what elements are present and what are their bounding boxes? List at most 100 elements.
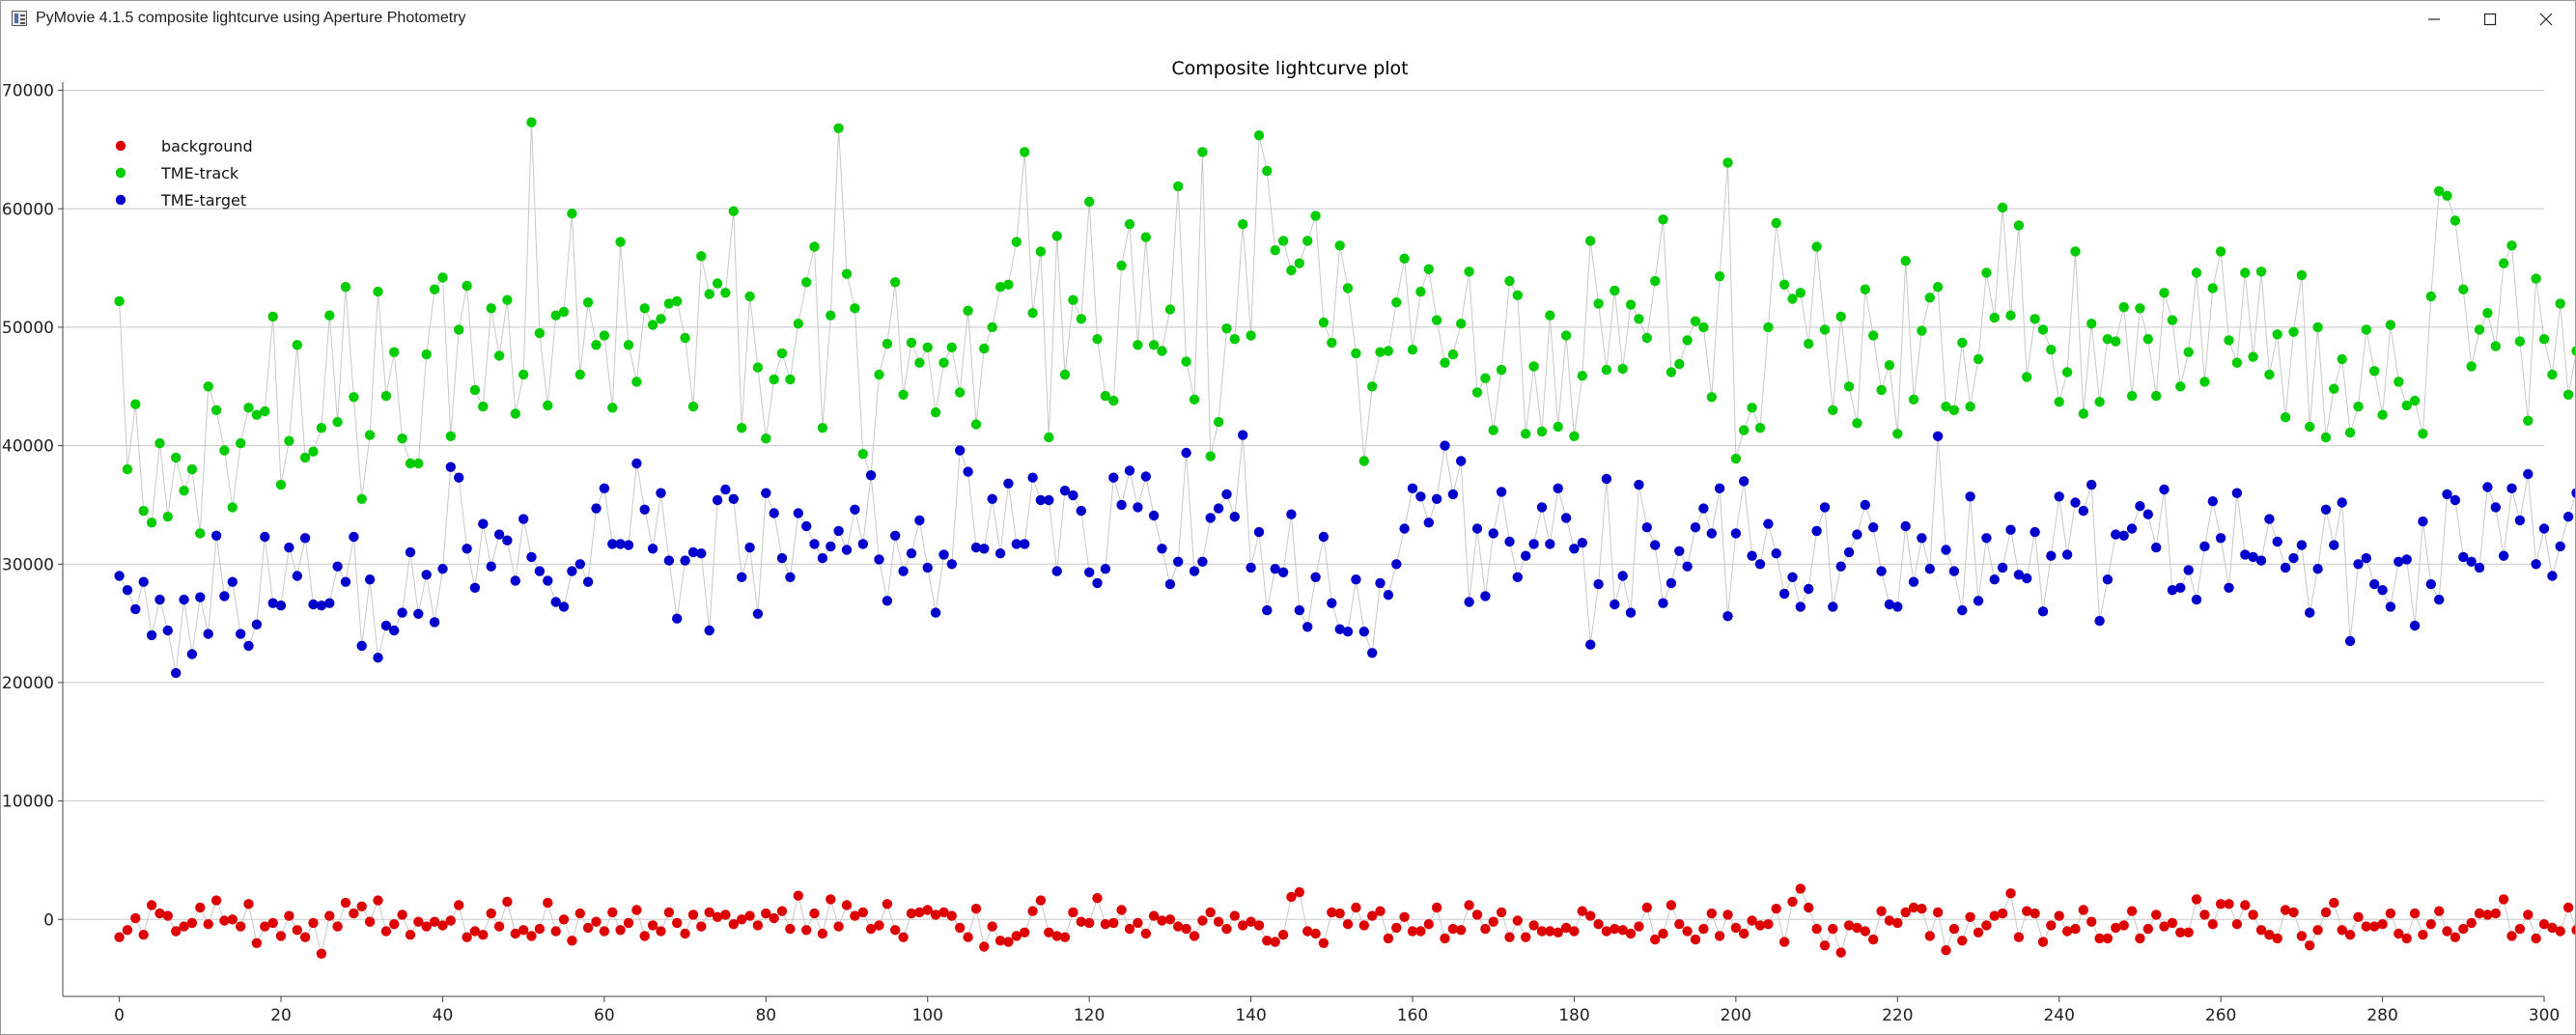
- TME-target-point: [1140, 471, 1152, 482]
- TME-track-point: [1795, 288, 1806, 298]
- background-point: [349, 908, 359, 919]
- TME-target-point: [469, 582, 481, 593]
- TME-track-point: [607, 403, 618, 413]
- maximize-button[interactable]: [2463, 1, 2517, 38]
- background-point: [1981, 920, 1992, 931]
- TME-track-point: [130, 399, 141, 409]
- background-point: [2353, 911, 2364, 922]
- TME-track-point: [1778, 279, 1790, 290]
- TME-target-point: [1593, 578, 1604, 590]
- TME-target-point: [2458, 551, 2469, 563]
- TME-target-point: [534, 566, 546, 576]
- background-point: [1545, 926, 1555, 937]
- axes: 0 10000 20000 30000 40000 50000 60000 70000 0 20 4…: [2, 82, 2560, 1025]
- background-point: [1133, 917, 1143, 929]
- background-point: [138, 930, 149, 940]
- background-point: [2207, 919, 2218, 930]
- TME-target-point: [1666, 577, 1677, 589]
- TME-track-point: [1140, 232, 1152, 242]
- TME-target-point: [2199, 541, 2210, 552]
- x-tick-label: 120: [1074, 1006, 1105, 1025]
- TME-target-point: [2312, 564, 2323, 574]
- TME-target-point: [454, 472, 464, 483]
- TME-target-point: [2061, 549, 2073, 560]
- TME-target-point: [833, 525, 844, 537]
- background-point: [1795, 883, 1806, 894]
- TME-target-point: [696, 548, 707, 559]
- TME-target-point: [599, 483, 610, 493]
- TME-track-point: [994, 282, 1006, 293]
- TME-target-point: [1044, 494, 1054, 506]
- TME-track-point: [2102, 334, 2114, 345]
- background-point: [154, 908, 165, 919]
- background-point: [2555, 926, 2565, 937]
- TME-target-point: [558, 601, 570, 612]
- TME-target-point: [2126, 523, 2138, 534]
- TME-track-point: [195, 528, 206, 539]
- TME-track-point: [2135, 303, 2145, 314]
- background-point: [979, 941, 990, 952]
- TME-target-point: [2013, 570, 2025, 580]
- lightcurve-plot[interactable]: Composite lightcurve plot 0 10000 20000 300…: [1, 38, 2575, 1032]
- TME-track-point: [599, 330, 610, 341]
- TME-target-point: [1213, 503, 1224, 514]
- TME-target-point: [1238, 430, 1248, 440]
- background-point: [1585, 910, 1596, 921]
- TME-target-point: [2555, 541, 2565, 552]
- TME-target-point: [1585, 639, 1596, 650]
- background-point: [1310, 928, 1321, 939]
- TME-target-point: [955, 445, 966, 456]
- TME-track-point: [1948, 405, 1960, 415]
- TME-track-point: [510, 408, 520, 419]
- background-point: [486, 908, 496, 919]
- TME-track-point: [1666, 367, 1677, 378]
- TME-target-point: [1932, 431, 1944, 441]
- background-point: [1771, 904, 1781, 914]
- TME-track-point: [2562, 389, 2574, 400]
- TME-target-point: [138, 576, 149, 587]
- TME-track-point: [938, 357, 949, 368]
- background-point: [696, 921, 707, 932]
- TME-target-point: [502, 535, 513, 545]
- background-point: [421, 921, 432, 932]
- background-point: [1973, 927, 1984, 937]
- background-point: [2385, 908, 2396, 919]
- TME-track-point: [1545, 310, 1555, 321]
- background-point: [1367, 910, 1378, 921]
- TME-target-point: [2215, 533, 2226, 544]
- minimize-button[interactable]: [2407, 1, 2461, 38]
- TME-track-point: [2361, 324, 2371, 335]
- TME-target-point: [1577, 538, 1588, 548]
- background-point: [1440, 933, 1450, 944]
- TME-track-point: [493, 350, 505, 361]
- TME-target-point: [2030, 526, 2040, 538]
- TME-track-point: [2329, 383, 2339, 394]
- TME-track-point: [776, 348, 788, 359]
- TME-track-point: [1238, 219, 1248, 230]
- TME-track-point: [1076, 314, 1087, 324]
- legend-label: background: [161, 137, 253, 155]
- background-point: [2142, 923, 2153, 935]
- TME-track-point: [210, 405, 222, 415]
- background-point: [2070, 923, 2081, 935]
- TME-track-point: [1997, 202, 2008, 213]
- TME-target-point: [429, 617, 440, 628]
- TME-track-point: [1924, 293, 1936, 303]
- TME-track-point: [389, 347, 400, 357]
- TME-track-point: [1464, 266, 1474, 277]
- background-point: [1730, 922, 1742, 934]
- TME-target-point: [389, 625, 400, 636]
- TME-target-point: [865, 470, 877, 481]
- TME-track-point: [1399, 253, 1410, 264]
- close-button[interactable]: [2519, 1, 2573, 38]
- TME-target-point: [728, 493, 739, 504]
- background-point: [299, 932, 311, 942]
- TME-track-point: [1270, 245, 1280, 256]
- TME-track-point: [2255, 266, 2267, 277]
- background-point: [2329, 897, 2339, 909]
- TME-track-point: [2312, 322, 2323, 333]
- TME-track-point: [2078, 408, 2088, 419]
- TME-target-point: [146, 629, 157, 641]
- TME-track-point: [1512, 290, 1524, 300]
- TME-track-point: [1989, 312, 2000, 323]
